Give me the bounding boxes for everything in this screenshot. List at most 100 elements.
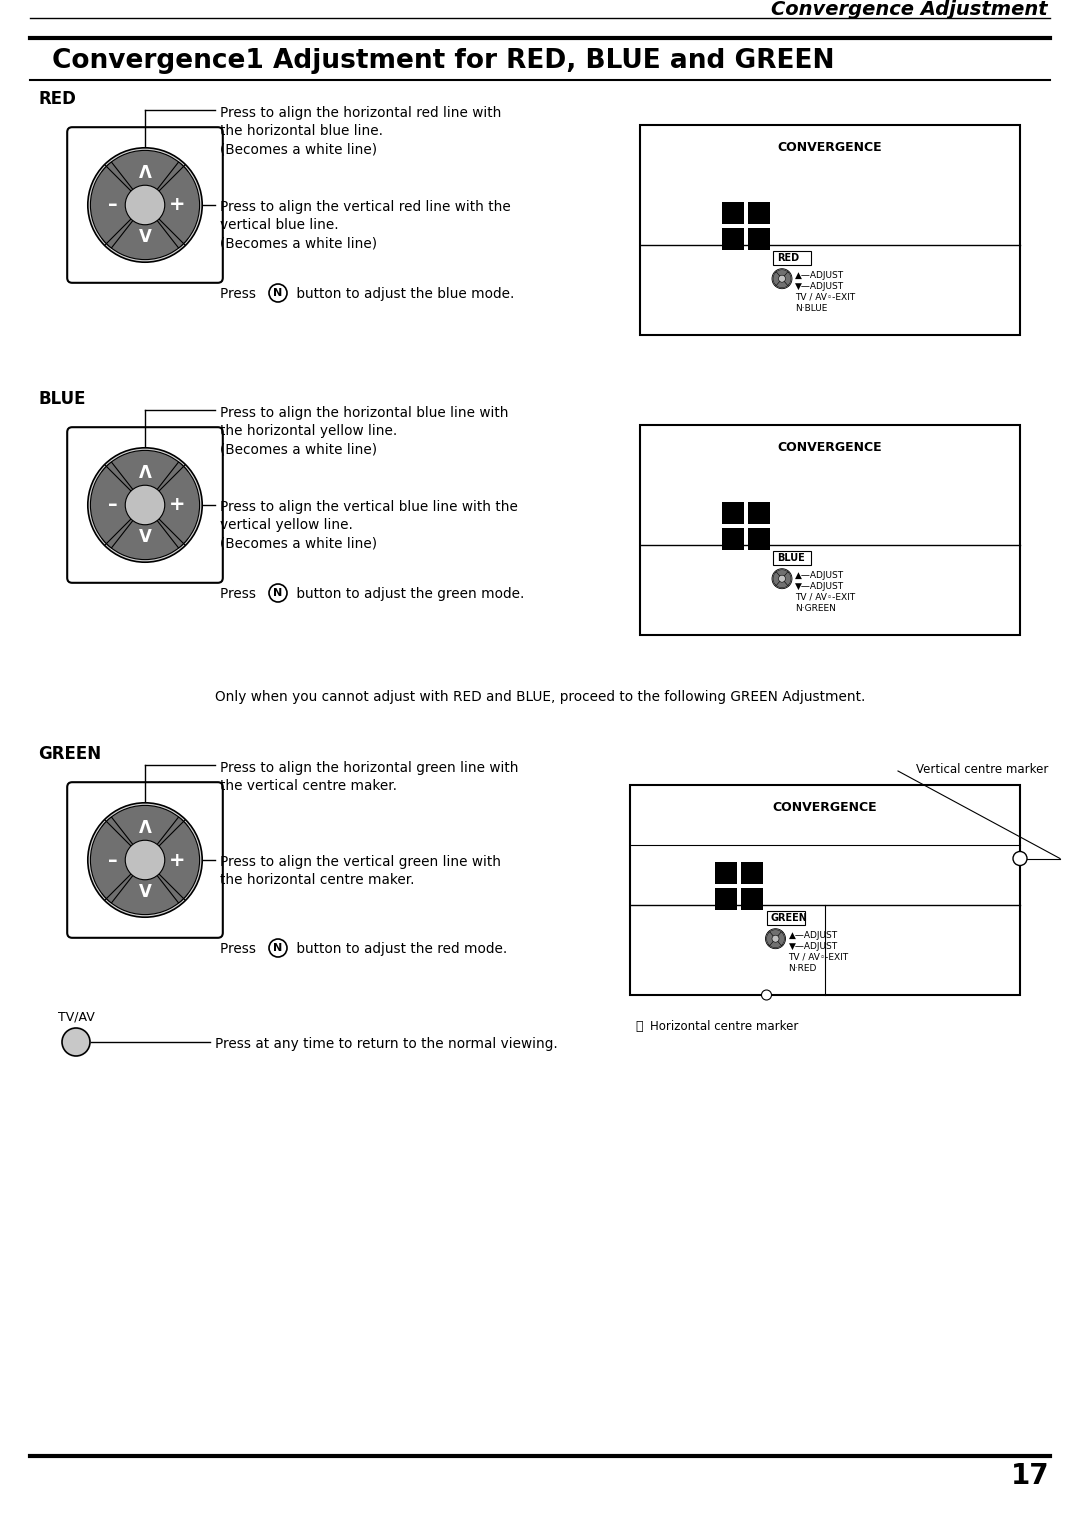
Text: Only when you cannot adjust with RED and BLUE, proceed to the following GREEN Ad: Only when you cannot adjust with RED and… — [215, 691, 865, 704]
Text: +: + — [168, 851, 186, 869]
Text: Λ: Λ — [138, 163, 151, 182]
Circle shape — [125, 185, 165, 225]
Text: –: – — [108, 495, 118, 515]
Text: RED: RED — [777, 252, 799, 263]
Bar — [741, 888, 764, 909]
Wedge shape — [782, 571, 791, 585]
Text: N·GREEN: N·GREEN — [795, 604, 836, 613]
Text: V: V — [138, 529, 151, 545]
Text: ▲—ADJUST: ▲—ADJUST — [795, 270, 845, 280]
Text: Press to align the horizontal blue line with
the horizontal yellow line.
(Become: Press to align the horizontal blue line … — [220, 406, 509, 457]
Wedge shape — [102, 805, 188, 860]
Bar — [715, 862, 738, 883]
Wedge shape — [775, 270, 788, 278]
Circle shape — [772, 568, 792, 588]
Text: Λ: Λ — [138, 819, 151, 837]
Wedge shape — [91, 817, 145, 903]
Text: RED: RED — [38, 90, 76, 108]
Wedge shape — [775, 570, 788, 579]
Text: –: – — [108, 196, 118, 214]
Text: Vertical centre marker: Vertical centre marker — [916, 762, 1048, 776]
Text: N·BLUE: N·BLUE — [795, 304, 827, 313]
Text: N·RED: N·RED — [788, 964, 816, 973]
Circle shape — [779, 275, 785, 283]
Text: Convergence1 Adjustment for RED, BLUE and GREEN: Convergence1 Adjustment for RED, BLUE an… — [52, 47, 835, 73]
Bar — [723, 202, 744, 223]
Wedge shape — [91, 461, 145, 549]
Wedge shape — [782, 272, 791, 286]
Text: Convergence Adjustment: Convergence Adjustment — [771, 0, 1048, 18]
Wedge shape — [145, 162, 200, 248]
Circle shape — [125, 840, 165, 880]
Text: V: V — [138, 228, 151, 246]
Text: –: – — [108, 851, 118, 869]
Text: ▼—ADJUST: ▼—ADJUST — [795, 281, 845, 290]
Text: ⓘ: ⓘ — [635, 1021, 643, 1033]
Text: Press: Press — [220, 941, 260, 957]
Text: CONVERGENCE: CONVERGENCE — [778, 442, 882, 454]
Text: Press: Press — [220, 287, 260, 301]
Circle shape — [269, 940, 287, 957]
Circle shape — [772, 935, 779, 943]
Bar — [767, 911, 805, 924]
Bar — [640, 425, 1020, 636]
Circle shape — [1013, 851, 1027, 865]
Bar — [630, 785, 1020, 995]
Text: ▲—ADJUST: ▲—ADJUST — [795, 570, 845, 579]
Wedge shape — [773, 571, 782, 585]
Text: Press: Press — [220, 587, 260, 601]
Bar — [748, 501, 770, 524]
Circle shape — [761, 990, 771, 999]
Text: BLUE: BLUE — [777, 553, 805, 562]
Wedge shape — [775, 932, 784, 946]
Wedge shape — [775, 579, 788, 588]
Text: button to adjust the red mode.: button to adjust the red mode. — [292, 941, 508, 957]
Text: Horizontal centre marker: Horizontal centre marker — [650, 1021, 798, 1033]
Bar — [748, 527, 770, 550]
FancyBboxPatch shape — [67, 428, 222, 582]
Wedge shape — [102, 860, 188, 915]
Wedge shape — [102, 451, 188, 504]
Circle shape — [766, 929, 785, 949]
Text: N: N — [273, 287, 283, 298]
Wedge shape — [773, 272, 782, 286]
Text: +: + — [168, 495, 186, 515]
Text: N: N — [273, 943, 283, 953]
Circle shape — [87, 448, 202, 562]
Bar — [773, 251, 811, 264]
Text: +: + — [168, 196, 186, 214]
Text: button to adjust the green mode.: button to adjust the green mode. — [292, 587, 525, 601]
Bar — [773, 550, 811, 565]
Circle shape — [269, 284, 287, 303]
Text: CONVERGENCE: CONVERGENCE — [772, 801, 877, 814]
Bar — [640, 125, 1020, 335]
Text: ▼—ADJUST: ▼—ADJUST — [788, 941, 838, 950]
Wedge shape — [145, 817, 200, 903]
Text: GREEN: GREEN — [38, 746, 102, 762]
Text: ▼—ADJUST: ▼—ADJUST — [795, 582, 845, 591]
Bar — [715, 888, 738, 909]
Bar — [748, 228, 770, 249]
Wedge shape — [767, 932, 775, 946]
Circle shape — [269, 584, 287, 602]
Wedge shape — [102, 504, 188, 559]
Bar — [723, 501, 744, 524]
Text: TV/AV: TV/AV — [57, 1010, 94, 1024]
Text: Press at any time to return to the normal viewing.: Press at any time to return to the norma… — [215, 1038, 557, 1051]
FancyBboxPatch shape — [67, 127, 222, 283]
Wedge shape — [769, 929, 782, 938]
Wedge shape — [102, 150, 188, 205]
Bar — [741, 862, 764, 883]
Circle shape — [62, 1028, 90, 1056]
Text: TV / AV◦-EXIT: TV / AV◦-EXIT — [795, 593, 855, 602]
Text: Press to align the horizontal green line with
the vertical centre maker.: Press to align the horizontal green line… — [220, 761, 518, 793]
Wedge shape — [102, 205, 188, 260]
Circle shape — [772, 269, 792, 289]
Circle shape — [779, 575, 785, 582]
Wedge shape — [769, 938, 782, 947]
Text: Press to align the vertical blue line with the
vertical yellow line.
(Becomes a : Press to align the vertical blue line wi… — [220, 500, 518, 550]
FancyBboxPatch shape — [67, 782, 222, 938]
Wedge shape — [775, 278, 788, 287]
Text: Press to align the vertical red line with the
vertical blue line.
(Becomes a whi: Press to align the vertical red line wit… — [220, 200, 511, 251]
Circle shape — [87, 802, 202, 917]
